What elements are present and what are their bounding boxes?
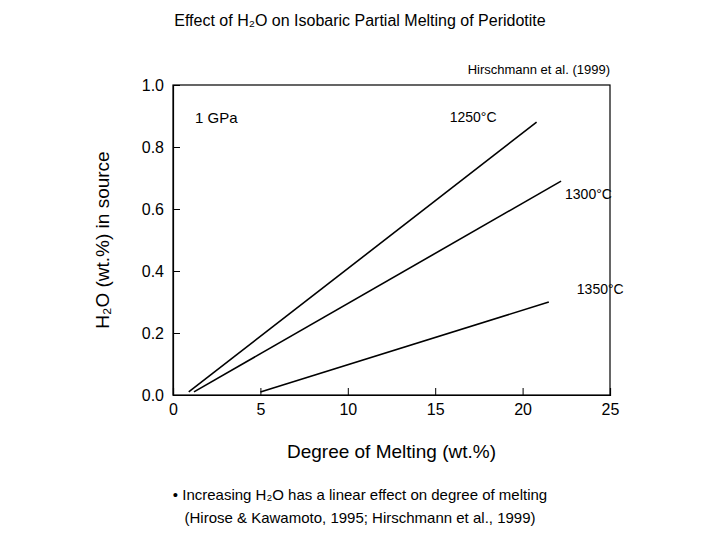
- x-tick: 20: [514, 388, 532, 418]
- series-group: [189, 122, 561, 392]
- y-tick-label: 0.8: [142, 139, 164, 156]
- y-axis-line: [174, 86, 181, 396]
- series-label: 1250°C: [450, 109, 497, 125]
- series-label: 1300°C: [565, 186, 612, 202]
- y-tick: 0.8: [142, 139, 180, 156]
- y-tick-mark: [173, 395, 180, 396]
- series-labels: 1250°C 1300°C 1350°C: [450, 109, 624, 297]
- series-label: 1350°C: [577, 281, 624, 297]
- series-line: [194, 181, 561, 392]
- x-tick-mark: [348, 388, 349, 395]
- annotation: • Increasing H₂O has a linear effect on …: [173, 486, 547, 503]
- chart: Effect of H₂O on Isobaric Partial Meltin…: [0, 0, 720, 540]
- x-tick-mark: [523, 388, 524, 395]
- y-tick-mark: [173, 333, 180, 334]
- y-tick-mark: [173, 147, 180, 148]
- y-tick-label: 0.2: [142, 325, 164, 342]
- y-tick-mark: [173, 209, 180, 210]
- x-tick-mark: [435, 388, 436, 395]
- y-tick: 0.0: [142, 387, 180, 404]
- x-tick: 25: [602, 388, 620, 418]
- x-tick-label: 15: [427, 401, 445, 418]
- annotation: 1 GPa: [195, 109, 238, 126]
- y-tick-label: 0.4: [142, 263, 164, 280]
- x-axis: 0 5 10 15 20 25: [169, 388, 619, 418]
- title: Effect of H₂O on Isobaric Partial Meltin…: [174, 12, 546, 29]
- series-line: [189, 122, 537, 392]
- y-tick-label: 1.0: [142, 77, 164, 94]
- x-tick-label: 10: [339, 401, 357, 418]
- x-axis-title: Degree of Melting (wt.%): [287, 441, 496, 462]
- annotation: (Hirose & Kawamoto, 1995; Hirschmann et …: [185, 509, 536, 526]
- series-line: [260, 302, 548, 392]
- y-tick: 0.4: [142, 263, 180, 280]
- x-tick-label: 5: [256, 401, 265, 418]
- x-tick-mark: [610, 388, 611, 395]
- y-tick: 0.6: [142, 201, 180, 218]
- y-tick-label: 0.6: [142, 201, 164, 218]
- x-tick-label: 25: [602, 401, 620, 418]
- x-tick-label: 20: [514, 401, 532, 418]
- plot-frame: [173, 85, 610, 395]
- y-tick-label: 0.0: [142, 387, 164, 404]
- x-tick: 15: [427, 388, 445, 418]
- y-axis: 0.0 0.2 0.4 0.6 0.8 1.0: [142, 77, 180, 404]
- annotation: Hirschmann et al. (1999): [468, 62, 610, 77]
- y-tick-mark: [173, 85, 180, 86]
- y-tick-mark: [173, 271, 180, 272]
- x-tick-label: 0: [169, 401, 178, 418]
- x-tick: 10: [339, 388, 357, 418]
- y-tick: 1.0: [142, 77, 180, 94]
- y-axis-title: H₂O (wt.%) in source: [92, 151, 113, 328]
- y-tick: 0.2: [142, 325, 180, 342]
- x-axis-line: [174, 388, 611, 396]
